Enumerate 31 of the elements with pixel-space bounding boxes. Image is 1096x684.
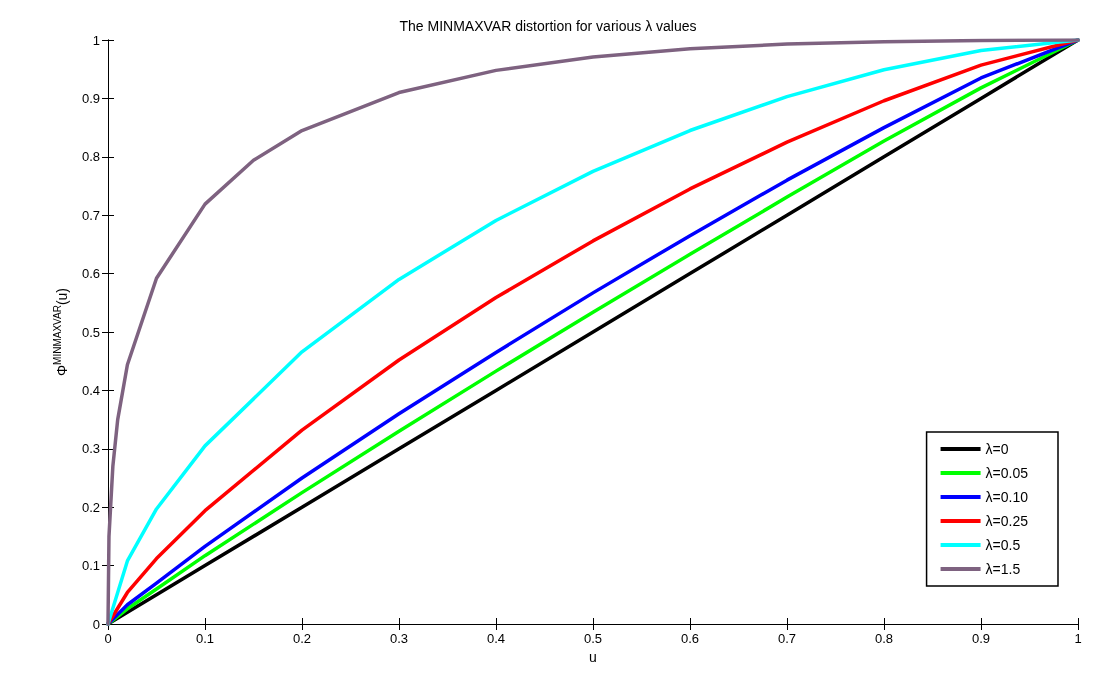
legend-label: λ=0.5 xyxy=(985,537,1021,553)
y-tick-label: 1 xyxy=(92,32,100,48)
legend-label: λ=0 xyxy=(985,441,1009,457)
x-tick-label: 0.9 xyxy=(971,631,991,646)
y-axis-title: ΦMINMAXVAR(u) xyxy=(51,287,70,377)
legend-label: λ=0.25 xyxy=(985,513,1029,529)
x-tick-label: 0.2 xyxy=(292,631,312,646)
chart-title: The MINMAXVAR distortion for various λ values xyxy=(399,18,697,34)
y-tick-label: 0.5 xyxy=(81,324,100,340)
y-tick-label: 0 xyxy=(92,616,100,632)
y-tick-label: 0.9 xyxy=(81,90,100,106)
legend-label: λ=0.10 xyxy=(985,489,1029,505)
y-tick-label: 0.2 xyxy=(81,499,100,515)
x-tick-label: 0.8 xyxy=(874,631,894,646)
legend-label: λ=0.05 xyxy=(985,465,1029,481)
x-tick-label: 0 xyxy=(104,631,112,646)
y-tick-label: 0.7 xyxy=(81,207,100,223)
legend-label: λ=1.5 xyxy=(985,561,1021,577)
x-tick-label: 0.3 xyxy=(389,631,409,646)
y-tick-label: 0.3 xyxy=(81,441,100,457)
y-tick-label: 0.8 xyxy=(81,149,100,165)
x-axis-title: u xyxy=(589,648,597,665)
x-tick-label: 0.5 xyxy=(583,631,603,646)
x-tick-label: 1 xyxy=(1074,631,1082,646)
x-tick-label: 0.7 xyxy=(777,631,797,646)
y-tick-label: 0.1 xyxy=(81,558,100,574)
y-tick-label: 0.4 xyxy=(81,382,100,398)
x-tick-label: 0.4 xyxy=(486,631,506,646)
x-tick-label: 0.1 xyxy=(195,631,215,646)
y-tick-label: 0.6 xyxy=(81,266,100,282)
x-tick-label: 0.6 xyxy=(680,631,700,646)
